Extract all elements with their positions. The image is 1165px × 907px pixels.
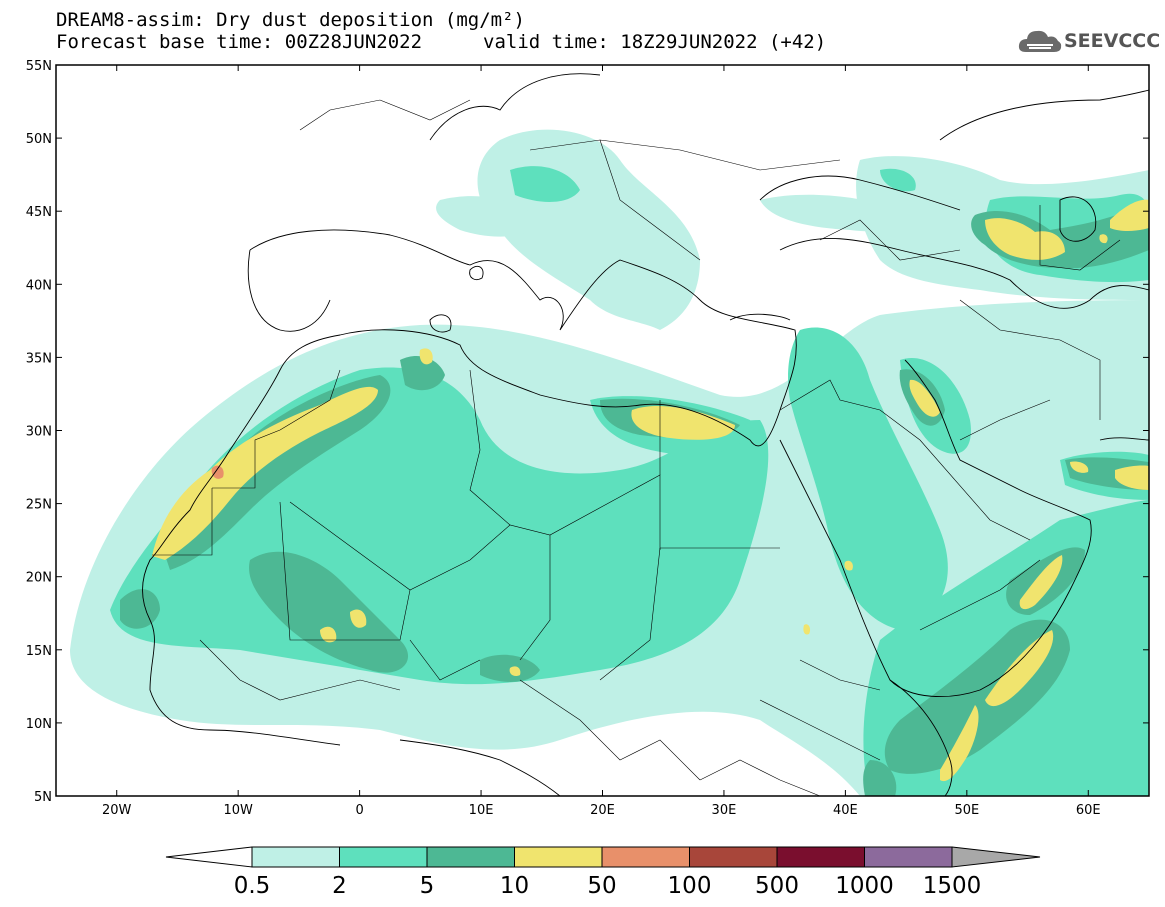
lon-tick-label: 10W	[223, 803, 253, 818]
lon-tick-label: 30E	[712, 803, 737, 818]
latitude-axis: 55N 50N 45N 40N 35N 30N 25N 20N 15N 10N 5N	[26, 59, 1149, 805]
colorbar-label: 2	[332, 873, 347, 899]
colorbar-segment	[339, 846, 428, 868]
lat-tick-label: 45N	[26, 205, 52, 220]
colorbar-segment	[864, 846, 953, 868]
colorbar-segment	[689, 846, 778, 868]
colorbar-label: 1500	[923, 873, 982, 899]
lat-tick-label: 50N	[26, 132, 52, 147]
forecast-base-time: Forecast base time: 00Z28JUN2022	[56, 31, 423, 53]
seevccc-logo: SEEVCCC	[1018, 24, 1161, 58]
map-title: DREAM8-assim: Dry dust deposition (mg/m²…	[56, 9, 525, 31]
colorbar-segment	[601, 846, 690, 868]
coastlines	[142, 73, 1149, 796]
colorbar-extend-low	[165, 846, 253, 868]
colorbar-label: 5	[420, 873, 435, 899]
colorbar-segment	[251, 846, 340, 868]
lon-tick-label: 20W	[102, 803, 132, 818]
lat-tick-label: 10N	[26, 717, 52, 732]
lon-tick-label: 60E	[1076, 803, 1101, 818]
lon-tick-label: 0	[355, 803, 363, 818]
lat-tick-label: 30N	[26, 425, 52, 440]
lat-tick-label: 25N	[26, 498, 52, 513]
lon-tick-label: 10E	[469, 803, 494, 818]
colorbar-extend-high	[951, 846, 1041, 868]
colorbar-segment	[514, 846, 603, 868]
lat-tick-label: 35N	[26, 351, 52, 366]
lat-tick-label: 15N	[26, 644, 52, 659]
colorbar-label: 50	[587, 873, 616, 899]
dust-deposition-field	[70, 73, 1149, 796]
lon-tick-label: 50E	[954, 803, 979, 818]
valid-time: valid time: 18Z29JUN2022 (+42)	[483, 31, 827, 53]
cloud-icon	[1018, 30, 1062, 52]
colorbar-segment	[776, 846, 865, 868]
colorbar-label: 100	[668, 873, 712, 899]
lat-tick-label: 20N	[26, 571, 52, 586]
longitude-axis: 20W 10W 0 10E 20E 30E 40E 50E 60E	[102, 65, 1101, 818]
colorbar-segment	[426, 846, 515, 868]
colorbar-label: 1000	[835, 873, 894, 899]
colorbar-label: 500	[755, 873, 799, 899]
lat-tick-label: 55N	[26, 59, 52, 74]
colorbar: 0.5 2 5 10 50 100 500 1000 1500	[165, 846, 1041, 899]
logo-text: SEEVCCC	[1064, 30, 1161, 52]
colorbar-label: 10	[500, 873, 529, 899]
lon-tick-label: 20E	[590, 803, 615, 818]
lat-tick-label: 40N	[26, 278, 52, 293]
lon-tick-label: 40E	[833, 803, 858, 818]
colorbar-label: 0.5	[234, 873, 271, 899]
country-borders	[152, 99, 1121, 796]
lat-tick-label: 5N	[34, 790, 52, 805]
